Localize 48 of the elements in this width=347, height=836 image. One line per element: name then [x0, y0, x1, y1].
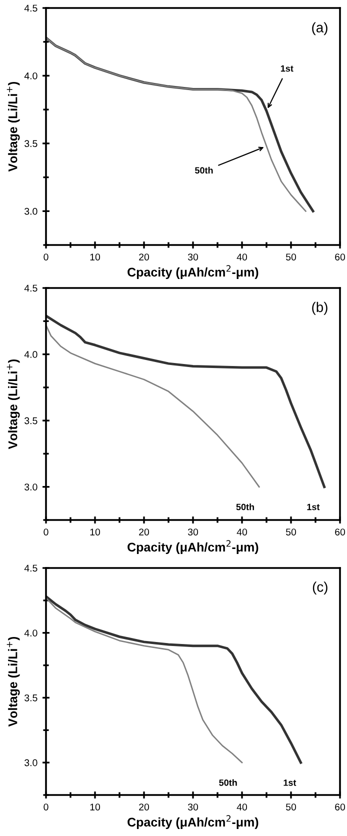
y-tick-label: 4.0: [24, 72, 38, 80]
x-tick-label: 20: [139, 804, 150, 810]
y-tick-label: 4.5: [24, 564, 38, 572]
y-tick-label: 3.5: [24, 417, 38, 424]
x-tick-label: 10: [90, 528, 100, 536]
text: (b): [312, 302, 328, 315]
y-axis-title: Voltage (Li/Li$^{+}$): [6, 82, 20, 172]
x-tick-label: 50: [286, 528, 296, 536]
x-tick-label: 20: [139, 528, 150, 536]
x-tick-label: 50: [286, 254, 296, 260]
annotation: 1st: [280, 65, 294, 72]
x-tick-label: 30: [188, 254, 198, 260]
x-tick-label: 30: [188, 528, 198, 536]
annotation: 1st: [284, 780, 296, 786]
y-tick-label: 3.5: [24, 694, 38, 702]
x-axis-title: Cpacity (μAh/cm$^{2}$-μm): [128, 540, 258, 554]
x-tick-label: 60: [335, 528, 346, 536]
y-tick-label: 4.0: [24, 351, 38, 358]
x-axis-title: Cpacity (μAh/cm$^{2}$-μm): [128, 815, 258, 830]
x-tick-label: 60: [335, 254, 346, 260]
y-tick-label: 3.0: [24, 484, 38, 490]
x-tick-label: 0: [44, 528, 48, 536]
annotation: 1st: [307, 504, 320, 510]
y-axis-title: Voltage (Li/Li$^{+}$): [6, 359, 20, 450]
annotation: 50th: [195, 166, 213, 174]
y-tick-label: 3.5: [24, 140, 38, 148]
x-tick-label: 0: [44, 804, 48, 810]
y-tick-label: 3.0: [24, 208, 38, 215]
x-tick-label: 60: [335, 804, 346, 810]
y-axis-title: Voltage (Li/Li$^{+}$): [6, 636, 20, 727]
text: (c): [312, 582, 328, 595]
annotation: 50th: [236, 504, 254, 510]
annotation: 50th: [219, 779, 237, 786]
x-axis-title: Cpacity (μAh/cm$^{2}$-μm): [128, 265, 258, 280]
x-tick-label: 40: [236, 804, 248, 810]
x-tick-label: 20: [139, 254, 150, 260]
y-tick-label: 4.5: [24, 284, 38, 292]
y-tick-label: 4.0: [24, 630, 38, 636]
x-tick-label: 10: [90, 254, 100, 260]
x-tick-label: 30: [188, 804, 198, 810]
x-tick-label: 40: [236, 254, 248, 260]
x-tick-label: 50: [286, 804, 296, 810]
y-tick-label: 3.0: [24, 759, 38, 766]
x-tick-label: 40: [236, 528, 248, 536]
x-tick-label: 10: [90, 804, 100, 810]
x-tick-label: 0: [44, 254, 48, 260]
text: (a): [312, 22, 328, 36]
y-tick-label: 4.5: [24, 4, 38, 12]
